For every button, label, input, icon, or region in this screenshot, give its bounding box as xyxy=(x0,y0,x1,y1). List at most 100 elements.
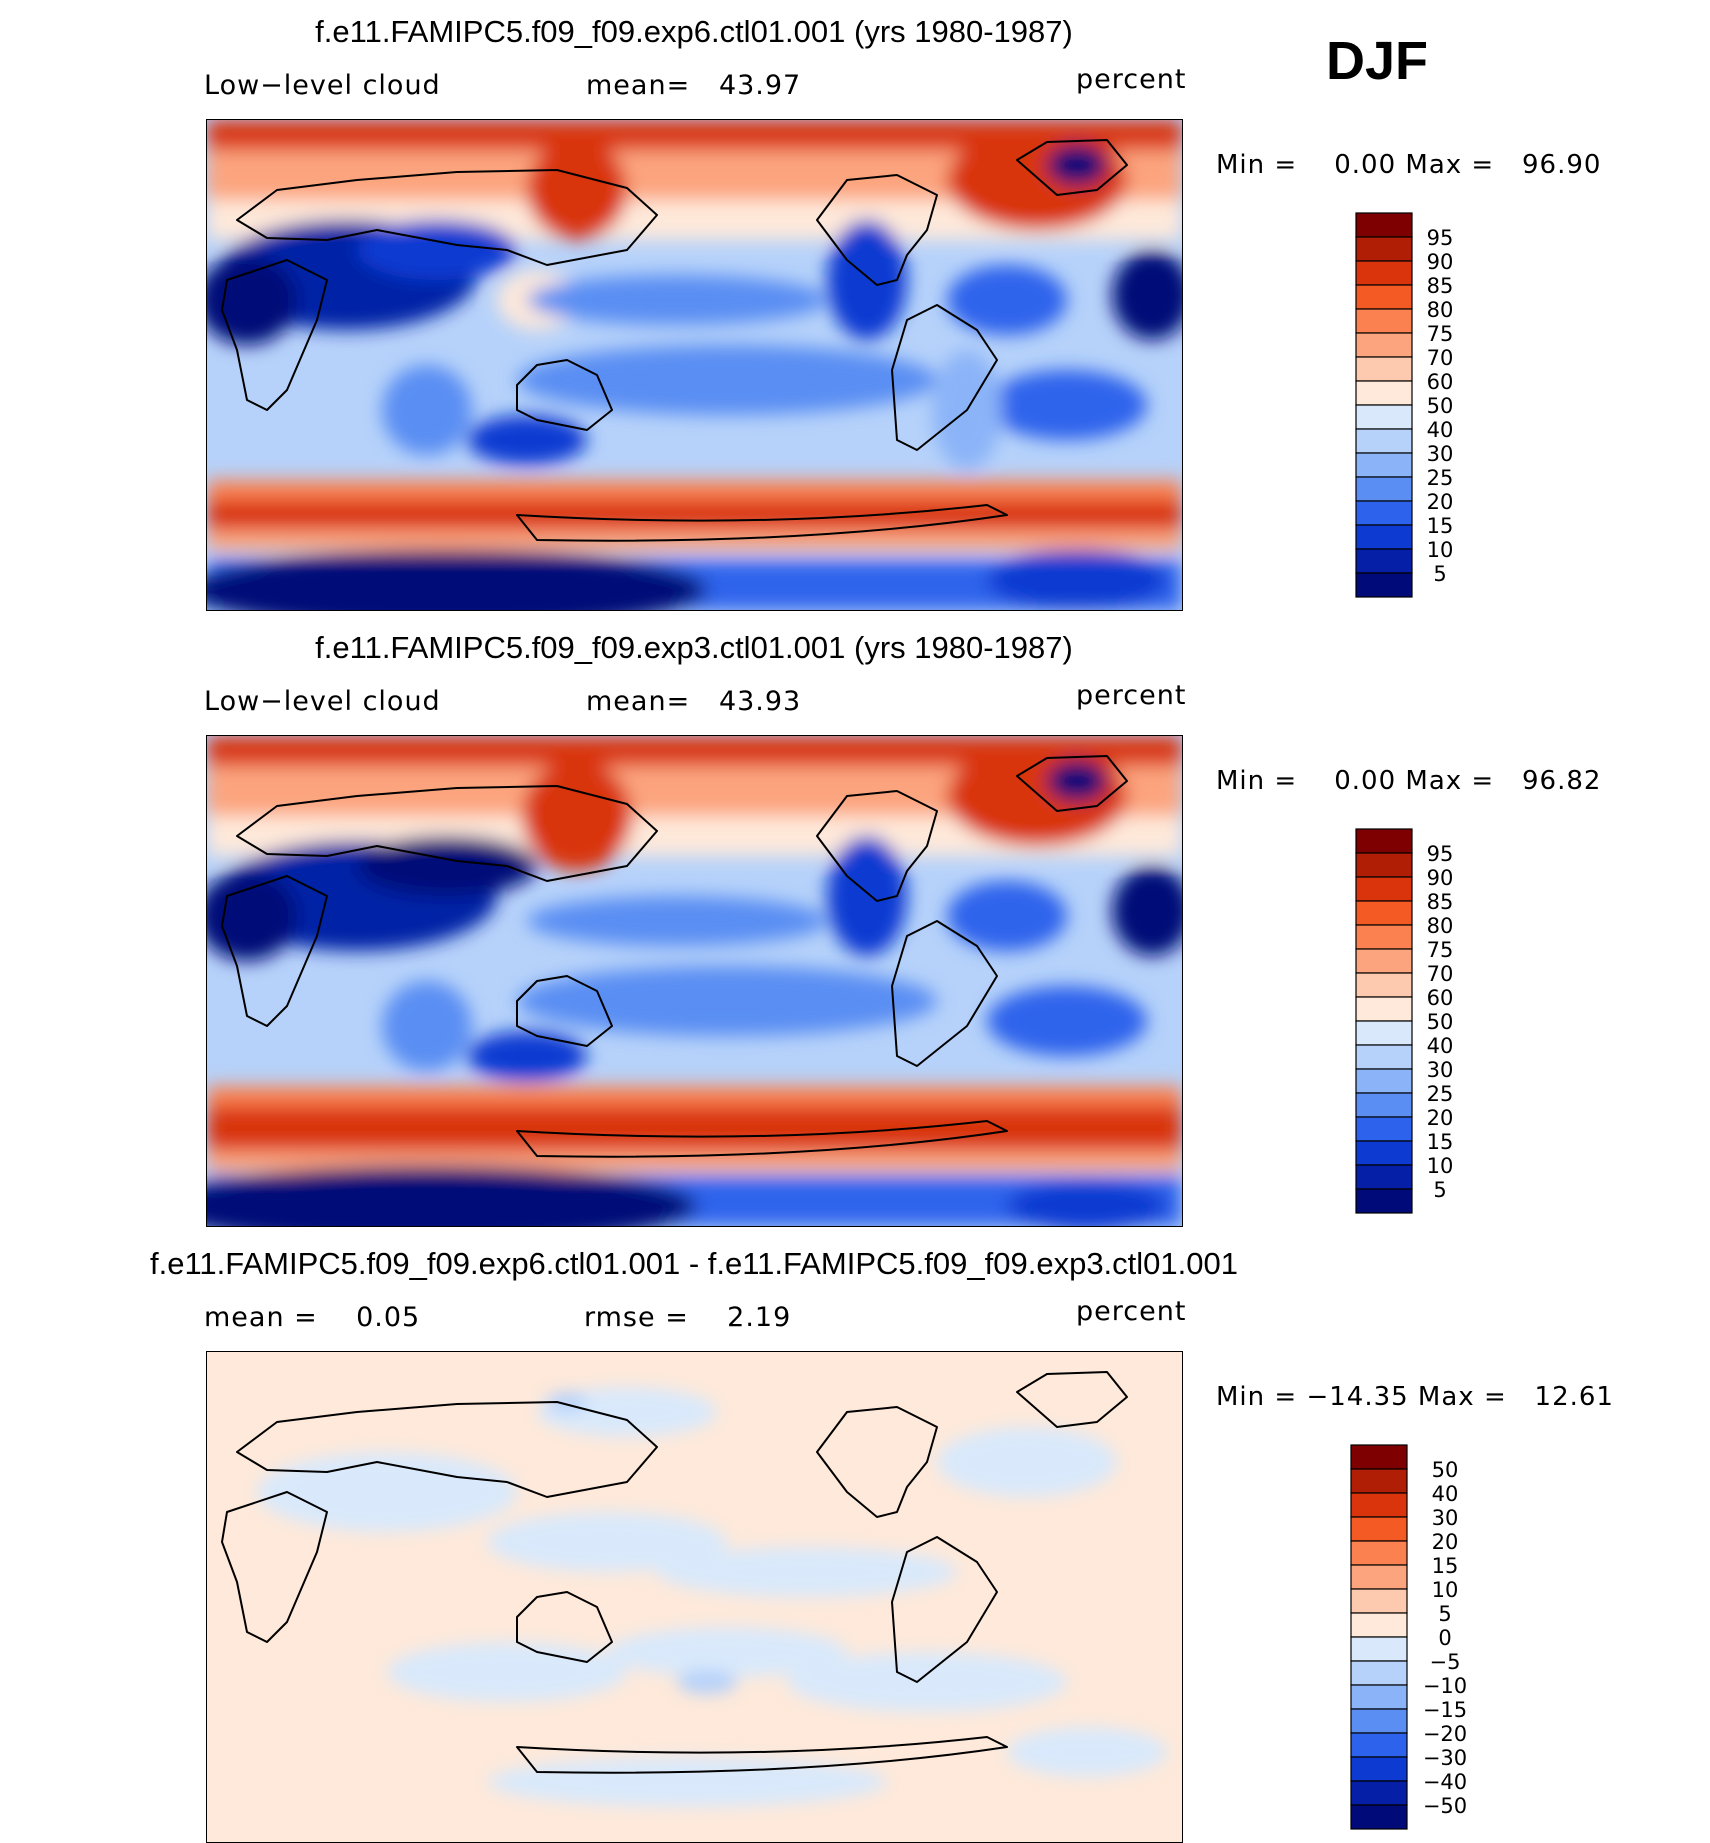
panel3-colorbar-swatch xyxy=(1350,1540,1408,1566)
panel3-colorbar-swatch xyxy=(1350,1660,1408,1686)
panel3-colorbar-swatch xyxy=(1350,1804,1408,1830)
panel2-colorbar-tick-label: 90 xyxy=(1427,866,1454,890)
panel2-colorbar-swatch xyxy=(1355,828,1413,854)
panel1-colorbar-swatch xyxy=(1355,356,1413,382)
panel2-colorbar-swatch xyxy=(1355,852,1413,878)
panel3-minmax: Min = −14.35 Max = 12.61 xyxy=(1216,1382,1614,1412)
panel1-colorbar-swatch xyxy=(1355,452,1413,478)
panel3-colorbar-swatch xyxy=(1350,1684,1408,1710)
panel1-colorbar-swatch xyxy=(1355,548,1413,574)
panel1-colorbar-swatch xyxy=(1355,212,1413,238)
panel2-colorbar-tick-label: 30 xyxy=(1427,1058,1454,1082)
panel2-colorbar-tick-label: 80 xyxy=(1427,914,1454,938)
panel2-colorbar-swatch xyxy=(1355,924,1413,950)
panel1-colorbar-tick-label: 60 xyxy=(1427,370,1454,394)
panel1-colorbar-tick-label: 80 xyxy=(1427,298,1454,322)
panel1-colorbar-swatch xyxy=(1355,572,1413,598)
panel3-colorbar-swatch xyxy=(1350,1636,1408,1662)
panel2-minmax: Min = 0.00 Max = 96.82 xyxy=(1216,766,1602,796)
panel3-colorbar-tick-label: −5 xyxy=(1430,1650,1461,1674)
panel1-colorbar-tick-label: 5 xyxy=(1433,562,1446,586)
panel1-title: f.e11.FAMIPC5.f09_f09.exp6.ctl01.001 (yr… xyxy=(315,14,1073,49)
panel1-map xyxy=(206,119,1183,611)
panel2-colorbar-tick-label: 60 xyxy=(1427,986,1454,1010)
panel1-minmax: Min = 0.00 Max = 96.90 xyxy=(1216,150,1602,180)
panel1-colorbar-tick-label: 20 xyxy=(1427,490,1454,514)
panel3-colorbar-tick-label: 20 xyxy=(1432,1530,1459,1554)
panel1-variable-label: Low−level cloud xyxy=(204,70,441,101)
season-label: DJF xyxy=(1326,31,1429,91)
panel2-colorbar-swatch xyxy=(1355,996,1413,1022)
panel3-colorbar-tick-label: −15 xyxy=(1423,1698,1467,1722)
panel1-colorbar-tick-label: 10 xyxy=(1427,538,1454,562)
panel3-colorbar-tick-label: 10 xyxy=(1432,1578,1459,1602)
panel2-colorbar-swatch xyxy=(1355,1044,1413,1070)
panel3-title: f.e11.FAMIPC5.f09_f09.exp6.ctl01.001 - f… xyxy=(150,1246,1238,1281)
panel3-map xyxy=(206,1351,1183,1843)
panel2-colorbar-swatch xyxy=(1355,876,1413,902)
panel3-colorbar-tick-label: 30 xyxy=(1432,1506,1459,1530)
panel3-colorbar-swatch xyxy=(1350,1468,1408,1494)
panel2-colorbar-tick-label: 50 xyxy=(1427,1010,1454,1034)
panel2-colorbar-swatch xyxy=(1355,1092,1413,1118)
panel1-colorbar-swatch xyxy=(1355,236,1413,262)
panel2-colorbar-swatch xyxy=(1355,1068,1413,1094)
panel1-colorbar-swatch xyxy=(1355,260,1413,286)
panel2-colorbar-tick-label: 10 xyxy=(1427,1154,1454,1178)
panel3-rmse-label: rmse = 2.19 xyxy=(584,1302,792,1333)
panel1-colorbar-tick-label: 25 xyxy=(1427,466,1454,490)
panel3-colorbar-swatch xyxy=(1350,1732,1408,1758)
panel1-colorbar-swatch xyxy=(1355,404,1413,430)
panel1-colorbar-tick-label: 70 xyxy=(1427,346,1454,370)
panel2-colorbar-tick-label: 70 xyxy=(1427,962,1454,986)
panel2-colorbar-swatch xyxy=(1355,1188,1413,1214)
panel3-units-label: percent xyxy=(1076,1296,1187,1327)
panel1-colorbar-swatch xyxy=(1355,524,1413,550)
panel1-colorbar-swatch xyxy=(1355,380,1413,406)
panel3-colorbar-tick-label: −10 xyxy=(1423,1674,1467,1698)
panel1-colorbar: 95 90 85 80 75 70 60 50 40 30 25 20 15 10 5 xyxy=(1355,212,1476,603)
panel2-colorbar: 95 90 85 80 75 70 60 50 40 30 25 20 15 10 5 xyxy=(1355,828,1476,1219)
panel2-colorbar-swatch xyxy=(1355,948,1413,974)
panel3-colorbar-tick-label: −30 xyxy=(1423,1746,1467,1770)
panel3-colorbar-tick-label: 50 xyxy=(1432,1458,1459,1482)
panel2-variable-label: Low−level cloud xyxy=(204,686,441,717)
panel3-colorbar-swatch xyxy=(1350,1708,1408,1734)
panel1-colorbar-tick-label: 75 xyxy=(1427,322,1454,346)
panel3-mean-label: mean = 0.05 xyxy=(204,1302,421,1333)
panel3-colorbar-swatch xyxy=(1350,1516,1408,1542)
panel3-colorbar-tick-label: 40 xyxy=(1432,1482,1459,1506)
panel2-colorbar-tick-label: 20 xyxy=(1427,1106,1454,1130)
panel2-colorbar-swatch xyxy=(1355,1140,1413,1166)
panel3-colorbar-tick-label: 5 xyxy=(1438,1602,1451,1626)
panel2-colorbar-tick-label: 85 xyxy=(1427,890,1454,914)
panel2-units-label: percent xyxy=(1076,680,1187,711)
panel3-colorbar-swatch xyxy=(1350,1444,1408,1470)
panel1-mean-label: mean= 43.97 xyxy=(586,70,802,101)
panel3-colorbar-tick-label: −50 xyxy=(1423,1794,1467,1818)
panel1-colorbar-swatch xyxy=(1355,476,1413,502)
panel2-colorbar-swatch xyxy=(1355,1116,1413,1142)
panel3-colorbar-tick-label: 0 xyxy=(1438,1626,1451,1650)
panel2-colorbar-tick-label: 5 xyxy=(1433,1178,1446,1202)
panel2-colorbar-swatch xyxy=(1355,972,1413,998)
panel2-title: f.e11.FAMIPC5.f09_f09.exp3.ctl01.001 (yr… xyxy=(315,630,1073,665)
panel1-colorbar-tick-label: 95 xyxy=(1427,226,1454,250)
panel1-colorbar-tick-label: 85 xyxy=(1427,274,1454,298)
panel1-colorbar-tick-label: 15 xyxy=(1427,514,1454,538)
panel2-colorbar-tick-label: 40 xyxy=(1427,1034,1454,1058)
panel1-colorbar-swatch xyxy=(1355,332,1413,358)
panel1-colorbar-swatch xyxy=(1355,500,1413,526)
panel3-colorbar-swatch xyxy=(1350,1756,1408,1782)
panel3-colorbar-tick-label: −20 xyxy=(1423,1722,1467,1746)
panel1-colorbar-tick-label: 90 xyxy=(1427,250,1454,274)
panel2-colorbar-swatch xyxy=(1355,1164,1413,1190)
panel3-colorbar-swatch xyxy=(1350,1588,1408,1614)
panel2-colorbar-swatch xyxy=(1355,1020,1413,1046)
panel2-colorbar-tick-label: 95 xyxy=(1427,842,1454,866)
panel1-colorbar-tick-label: 40 xyxy=(1427,418,1454,442)
panel2-colorbar-tick-label: 15 xyxy=(1427,1130,1454,1154)
